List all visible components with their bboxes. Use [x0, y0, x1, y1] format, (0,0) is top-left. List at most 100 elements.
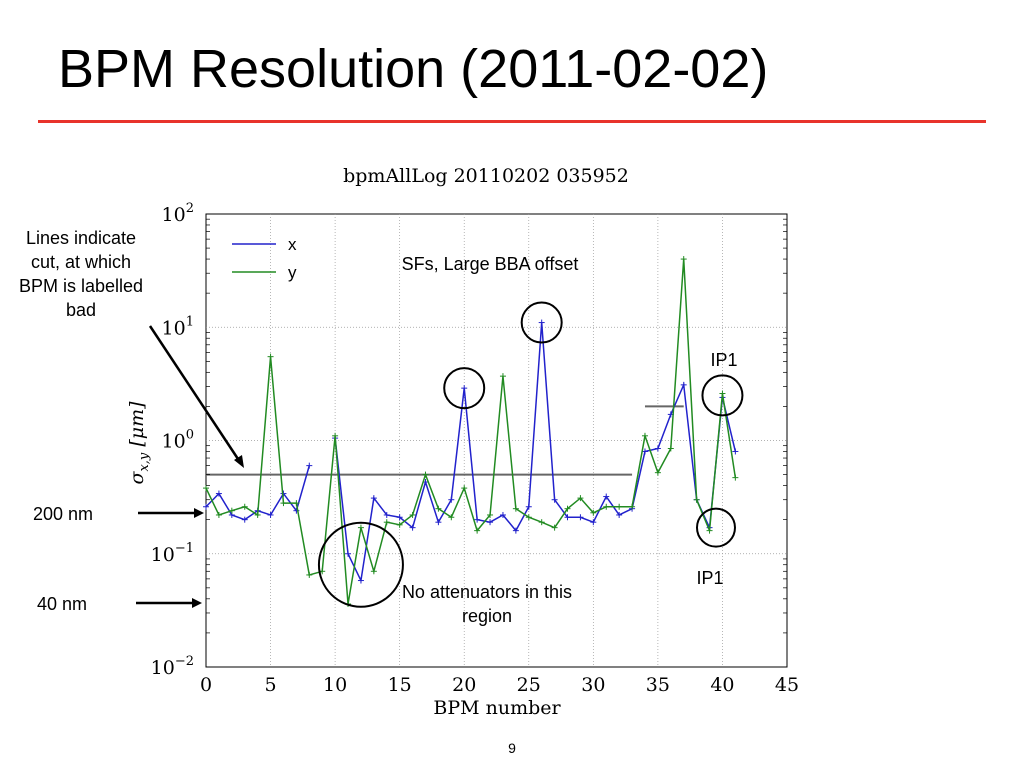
note-40nm: 40 nm [36, 594, 88, 614]
series-y-point [461, 485, 468, 492]
series-y-point [474, 527, 481, 534]
series-y-point [332, 432, 339, 439]
x-tick-label: 45 [775, 674, 799, 696]
series-x-point [396, 514, 403, 521]
series-x-point [538, 319, 545, 326]
series-y-point [409, 511, 416, 518]
series-x-point [590, 519, 597, 526]
series-y-point [564, 505, 571, 512]
series-x-point [474, 516, 481, 523]
note-cut-lines: Lines indicate cut, at which BPM is labe… [0, 226, 162, 322]
series-x-point [641, 448, 648, 455]
series-x-point [654, 445, 661, 452]
y-tick-label: 101 [162, 314, 194, 339]
page-number: 9 [508, 740, 516, 756]
legend: x y [232, 235, 297, 282]
series-x-point [564, 514, 571, 521]
series-y-point [616, 503, 623, 510]
series-x-point [409, 524, 416, 531]
cut-line-arrowhead [234, 455, 244, 468]
series-y-point [383, 519, 390, 526]
series-y-point [267, 353, 274, 360]
legend-y-label: y [288, 263, 297, 282]
series-y-point [370, 568, 377, 575]
series-y-point [629, 503, 636, 510]
x-tick-label: 25 [517, 674, 541, 696]
series-y-point [448, 514, 455, 521]
series-y-point [512, 505, 519, 512]
series-x-point [383, 511, 390, 518]
y-tick-label: 10−1 [151, 541, 194, 566]
series-x-point [215, 490, 222, 497]
note-ip1-top: IP1 [710, 350, 738, 370]
note-ip1-bottom: IP1 [696, 568, 724, 588]
series-y-point [577, 495, 584, 502]
chart-title: bpmAllLog 20110202 035952 [343, 165, 629, 187]
note-line: BPM is labelled [18, 276, 144, 296]
series-y-point [228, 507, 235, 514]
series-x-point [499, 511, 506, 518]
series-y-point [280, 500, 287, 507]
series-y-point [654, 469, 661, 476]
series-y-point [306, 571, 313, 578]
circle-no-attenuators [317, 521, 404, 608]
note-line: Lines indicate [25, 228, 137, 248]
series-x-point [551, 496, 558, 503]
note-line: bad [65, 300, 97, 320]
series-x-line [334, 322, 737, 584]
cut-lines [206, 405, 684, 476]
series-y-point [603, 503, 610, 510]
x-tick-label: 35 [646, 674, 670, 696]
series-x-point [732, 448, 739, 455]
series-x-point [603, 493, 610, 500]
series-x-point [370, 495, 377, 502]
title-rule [38, 120, 986, 123]
series-y-point [499, 373, 506, 380]
series-y-point [590, 509, 597, 516]
y-tick-label: 10−2 [151, 654, 194, 679]
annotation-arrows [136, 325, 244, 608]
x-tick-label: 15 [388, 674, 412, 696]
series-x-point [306, 462, 313, 469]
series-y-point [719, 390, 726, 397]
series-x-point [680, 381, 687, 388]
x-tick-label: 30 [581, 674, 605, 696]
note-no-attenuators: No attenuators in this region [368, 580, 606, 628]
legend-x-label: x [288, 235, 297, 254]
series-y-point [693, 496, 700, 503]
series-x-point [203, 503, 209, 510]
series-y-point [551, 524, 558, 531]
series-y-point [706, 527, 713, 534]
series-x-point [512, 527, 519, 534]
series-x-point [267, 511, 274, 518]
series-x-point [357, 577, 364, 584]
slide-title: BPM Resolution (2011-02-02) [58, 39, 769, 99]
note-line: cut, at which [30, 252, 132, 272]
grid [206, 214, 787, 667]
x-tick-label: 10 [323, 674, 347, 696]
series-y-point [396, 521, 403, 528]
series-y-point [487, 511, 494, 518]
series-x-point [616, 511, 623, 518]
series-y-point [732, 474, 739, 481]
series-y-point [357, 524, 364, 531]
series-x-point [448, 496, 455, 503]
series-y-point [254, 511, 261, 518]
note-line: No attenuators in this [401, 582, 573, 602]
series-x-point [487, 519, 494, 526]
series-y-point [538, 519, 545, 526]
y-tick-label: 100 [162, 428, 194, 453]
series-y-point [215, 511, 222, 518]
circle-bpm26 [520, 301, 563, 344]
x-tick-label: 40 [710, 674, 734, 696]
y-ticks: 10−2 10−1 100 101 102 [151, 201, 787, 679]
series-y-point [667, 445, 674, 452]
x-axis-label: BPM number [433, 697, 561, 719]
note-sfs: SFs, Large BBA offset [401, 254, 579, 274]
circle-markers [317, 301, 744, 608]
cut-line-arrow [148, 325, 242, 463]
x-tick-label: 20 [452, 674, 476, 696]
y-tick-label: 102 [162, 201, 194, 226]
circle-bpm20 [443, 367, 486, 410]
